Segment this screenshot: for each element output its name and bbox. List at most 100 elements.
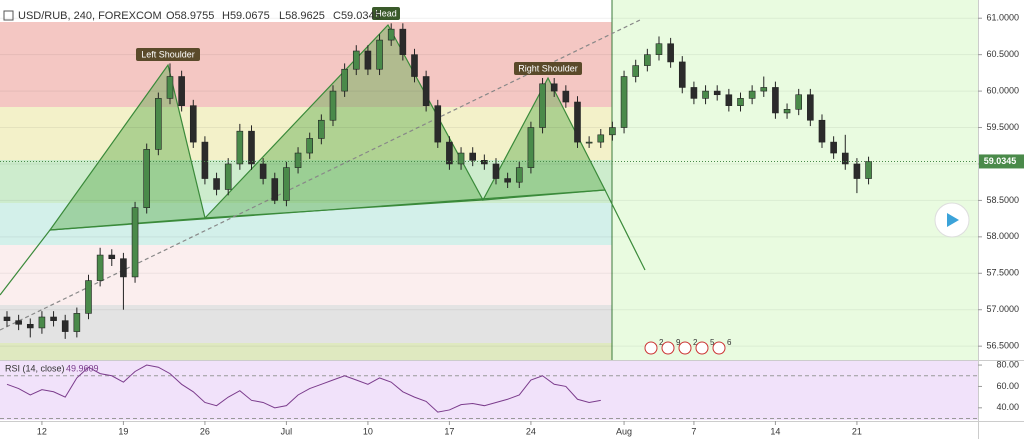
x-tick-label: Aug — [616, 426, 632, 436]
event-icon[interactable] — [678, 341, 692, 355]
candle-body — [702, 90, 709, 99]
x-tick-label: 26 — [200, 426, 210, 436]
y-tick-label: 61.0000 — [986, 13, 1019, 23]
annotation: Right Shoulder — [518, 63, 578, 73]
candle-body — [841, 152, 849, 165]
candle-body — [772, 87, 779, 114]
candle-body — [166, 76, 174, 99]
header: USD/RUB, 240, FOREXCOM O58.9755 H59.0675… — [3, 10, 381, 22]
rsi-title: RSI (14, close) — [5, 363, 65, 373]
neckline — [49, 189, 606, 231]
candle-body — [189, 105, 197, 143]
y-tick-label: 59.5000 — [986, 122, 1019, 132]
candle-body — [748, 90, 756, 99]
event-icon[interactable] — [695, 341, 709, 355]
y-tick-label: 57.5000 — [986, 268, 1019, 278]
x-tick-label: 17 — [444, 426, 454, 436]
last-price-label: 59.0345 — [984, 156, 1017, 166]
symbol: USD/RUB, 240, FOREXCOM — [18, 10, 162, 22]
x-tick-label: Jul — [281, 426, 293, 436]
candles — [0, 17, 978, 347]
candle-body — [236, 130, 244, 165]
candle-body — [201, 141, 209, 179]
candle-body — [620, 76, 628, 128]
candle-body — [434, 105, 442, 143]
candle-body — [364, 50, 372, 70]
x-tick-label: 12 — [37, 426, 47, 436]
x-tick-label: 21 — [852, 426, 862, 436]
annotation: Left Shoulder — [141, 49, 195, 59]
candle-body — [73, 313, 81, 332]
ohlc: C59.0345 — [333, 10, 381, 22]
pattern-line — [604, 189, 646, 271]
candle-body — [143, 149, 150, 208]
label-box — [514, 62, 582, 75]
candle-body — [492, 163, 500, 179]
y-tick-label: 60.00 — [996, 381, 1019, 391]
candle-body — [352, 50, 360, 70]
candle-body — [609, 127, 616, 136]
candle-body — [585, 141, 593, 144]
candle-body — [539, 83, 546, 128]
candle-body — [644, 54, 651, 66]
candle-body — [178, 76, 185, 106]
candle-body — [690, 87, 698, 99]
band — [0, 203, 612, 245]
candle-body — [3, 316, 11, 321]
candle-body — [853, 163, 861, 179]
band — [0, 245, 612, 305]
candle-body — [387, 28, 395, 41]
candle-body — [283, 167, 290, 201]
event-count: 5 — [710, 338, 715, 347]
x-tick-label: 10 — [363, 426, 373, 436]
x-tick-label: 24 — [526, 426, 536, 436]
ohlc: H59.0675 — [222, 10, 270, 22]
candle-body — [713, 90, 721, 96]
x-tick-label: 19 — [118, 426, 128, 436]
play-button[interactable] — [934, 202, 970, 238]
candle-body — [818, 119, 826, 143]
candle-body — [527, 127, 535, 168]
candle-body — [481, 160, 488, 165]
collapse-icon[interactable] — [3, 10, 14, 21]
candle-body — [795, 94, 803, 110]
candle-body — [667, 43, 674, 63]
events: 2 9 2 5 6 — [644, 338, 732, 355]
candle-body — [422, 76, 430, 106]
candle-body — [26, 323, 34, 329]
x-tick-label: 14 — [770, 426, 780, 436]
rsi-last: 49.9609 — [66, 363, 99, 373]
candle-body — [469, 152, 477, 161]
y-tick-label: 56.5000 — [986, 341, 1019, 351]
event-icon[interactable] — [644, 341, 658, 355]
candle-body — [783, 109, 791, 114]
event-icon[interactable] — [661, 341, 675, 355]
y-tick-label: 57.0000 — [986, 304, 1019, 314]
event-count: 2 — [693, 338, 698, 347]
pattern-line — [0, 229, 51, 296]
candle-body — [597, 134, 605, 143]
zone — [612, 0, 978, 360]
play-icon[interactable] — [947, 213, 959, 227]
candle-body — [50, 316, 57, 321]
band — [0, 22, 612, 107]
event-count: 2 — [659, 338, 664, 347]
event-icon[interactable] — [712, 341, 726, 355]
ohlc: L58.9625 — [279, 10, 325, 22]
candle-body — [376, 39, 383, 70]
candle-body — [678, 61, 686, 88]
label-box — [372, 7, 400, 20]
candle-body — [85, 280, 92, 314]
candle-body — [457, 152, 465, 165]
candle-body — [655, 43, 663, 55]
band — [0, 107, 612, 160]
candle-body — [271, 178, 279, 201]
candle-body — [306, 138, 314, 154]
candle-body — [120, 258, 127, 278]
candle-body — [224, 163, 232, 190]
candle-body — [131, 207, 139, 278]
last-price-box — [979, 154, 1024, 169]
candle-body — [399, 28, 407, 55]
candle-body — [550, 83, 558, 92]
